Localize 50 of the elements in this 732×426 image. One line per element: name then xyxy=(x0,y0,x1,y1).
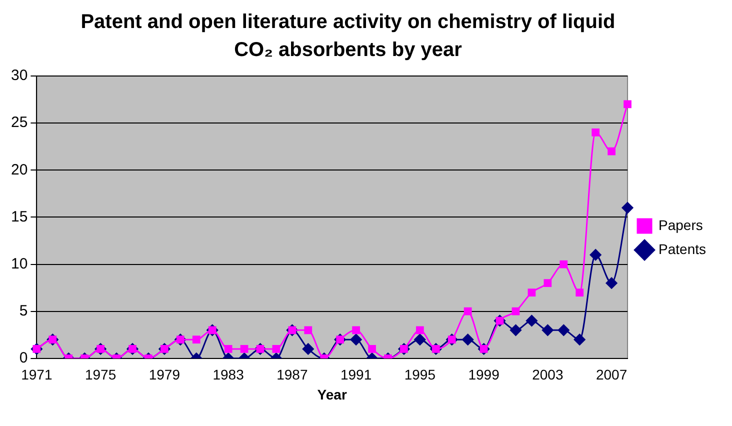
point xyxy=(368,345,376,353)
y-tick-label: 25 xyxy=(10,114,28,132)
point xyxy=(272,345,280,353)
point xyxy=(526,314,538,326)
x-tick-label: 2003 xyxy=(532,366,564,383)
point xyxy=(302,343,314,355)
x-tick-label: 1995 xyxy=(404,366,436,383)
y-tick-label: 0 xyxy=(19,350,28,367)
point xyxy=(464,307,472,316)
point xyxy=(240,345,248,353)
point xyxy=(606,277,618,289)
point xyxy=(350,334,362,346)
point xyxy=(624,100,632,108)
point xyxy=(560,260,568,268)
x-axis-title: Year xyxy=(317,386,348,402)
y-tick-label: 5 xyxy=(19,302,28,320)
x-tick-label: 1975 xyxy=(84,366,116,383)
x-tick-label: 2007 xyxy=(596,366,628,383)
y-tick-label: 10 xyxy=(10,255,28,272)
point xyxy=(462,334,474,346)
point xyxy=(192,336,200,344)
point xyxy=(542,324,554,336)
x-tick-label: 1991 xyxy=(340,366,372,383)
x-tick-label: 1971 xyxy=(21,366,52,383)
legend-label: Papers xyxy=(658,216,703,233)
point xyxy=(622,202,634,214)
point xyxy=(558,324,570,336)
x-tick-label: 1983 xyxy=(212,366,244,383)
point xyxy=(608,147,616,156)
point xyxy=(592,128,600,136)
legend-label: Patents xyxy=(658,240,706,257)
point xyxy=(574,334,586,346)
point xyxy=(576,288,584,296)
point xyxy=(352,326,360,334)
x-tick-label: 1999 xyxy=(468,366,500,383)
point xyxy=(414,334,426,346)
point xyxy=(510,324,522,336)
point xyxy=(512,307,520,316)
x-tick-label: 1987 xyxy=(276,366,308,383)
chart-title: Patent and open literature activity on chemistry of liquid CO₂ absorbents by year xyxy=(80,10,616,63)
point xyxy=(304,326,312,334)
point xyxy=(544,279,552,288)
point xyxy=(528,288,536,296)
point xyxy=(590,249,602,261)
y-tick-label: 30 xyxy=(10,67,28,84)
y-tick-label: 20 xyxy=(10,161,28,178)
point xyxy=(416,326,424,334)
x-tick-label: 1979 xyxy=(148,366,180,383)
point xyxy=(224,345,232,353)
y-tick-label: 15 xyxy=(10,208,28,226)
